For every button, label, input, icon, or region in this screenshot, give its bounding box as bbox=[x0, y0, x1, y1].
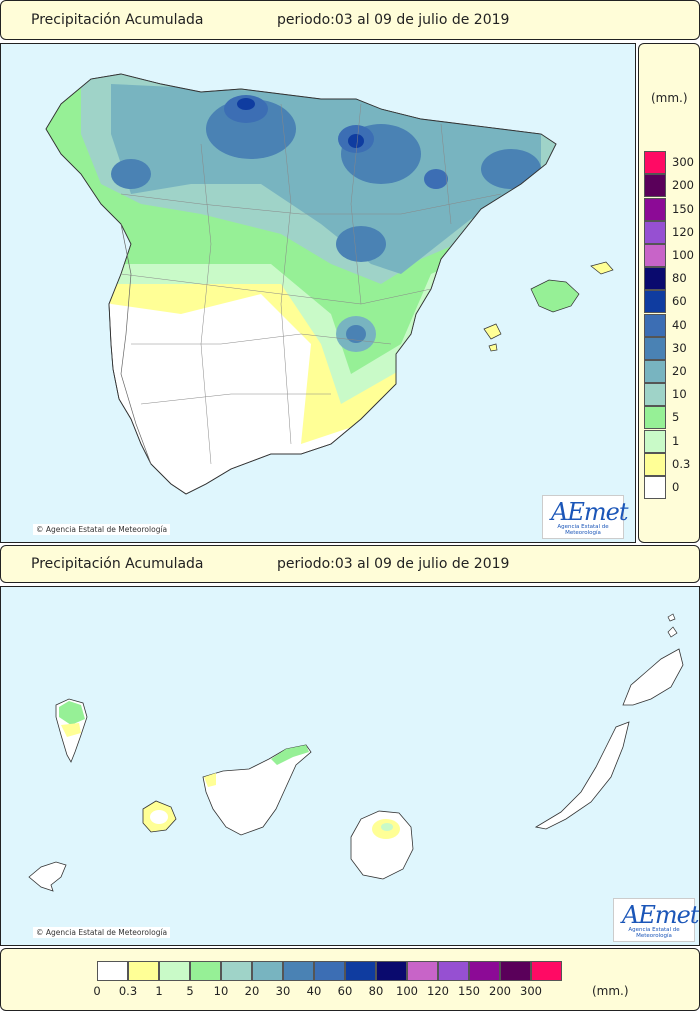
legend-label: 120 bbox=[672, 224, 694, 239]
legend-swatch bbox=[159, 961, 190, 981]
logo-subtitle: Agencia Estatal de Meteorología bbox=[557, 524, 609, 536]
legend-label: 10 bbox=[672, 387, 687, 402]
legend-label: 150 bbox=[672, 201, 694, 216]
copyright-symbol: © bbox=[36, 928, 44, 937]
legend-swatch bbox=[252, 961, 283, 981]
legend-swatch bbox=[644, 220, 666, 244]
la-graciosa-island bbox=[667, 626, 678, 638]
legend-swatch bbox=[644, 290, 666, 314]
map-title: Precipitación Acumulada bbox=[31, 12, 204, 28]
legend-label: 0.3 bbox=[672, 456, 691, 471]
canary-islands-canvas bbox=[1, 587, 699, 945]
portugal-border bbox=[120, 223, 152, 465]
logo-brand: AEmet bbox=[622, 901, 699, 929]
legend-label: 80 bbox=[672, 271, 687, 286]
province-borders bbox=[120, 103, 502, 465]
fuerteventura-island bbox=[534, 721, 630, 830]
ibiza-island bbox=[483, 323, 502, 340]
legend-swatch bbox=[644, 151, 666, 175]
credit-text: Agencia Estatal de Meteorología bbox=[45, 525, 168, 534]
legend-swatch bbox=[644, 360, 666, 383]
legend-label: 5 bbox=[672, 410, 680, 425]
legend-label: 40 bbox=[672, 317, 687, 332]
legend-swatch bbox=[644, 174, 666, 198]
map-period: periodo:03 al 09 de julio de 2019 bbox=[277, 12, 510, 28]
legend-swatch bbox=[644, 267, 666, 291]
lanzarote-island bbox=[622, 648, 684, 706]
legend-label: 100 bbox=[672, 248, 694, 262]
legend-unit: (mm.) bbox=[651, 91, 688, 105]
legend-swatch bbox=[531, 961, 562, 981]
legend-label: 200 bbox=[489, 984, 511, 998]
menorca-island bbox=[590, 261, 614, 275]
legend-label: 5 bbox=[186, 984, 194, 998]
legend-swatch bbox=[644, 197, 666, 221]
legend-label: 30 bbox=[275, 984, 291, 998]
legend-label: 100 bbox=[396, 984, 418, 998]
legend-swatch bbox=[221, 961, 252, 981]
legend-swatch bbox=[644, 313, 666, 337]
credit-text: Agencia Estatal de Meteorología bbox=[45, 928, 168, 937]
top-title-bar: Precipitación Acumulada periodo:03 al 09… bbox=[0, 0, 700, 40]
legend-swatch bbox=[283, 961, 314, 981]
legend-label: 60 bbox=[337, 984, 353, 998]
canarias-map-period: periodo:03 al 09 de julio de 2019 bbox=[277, 556, 510, 572]
legend-label: 300 bbox=[520, 984, 542, 998]
legend-swatch bbox=[644, 429, 666, 453]
legend-swatch bbox=[644, 452, 666, 476]
logo-brand: AEmet bbox=[551, 498, 628, 526]
legend-swatch bbox=[644, 244, 666, 267]
peninsula-map: © Agencia Estatal de Meteorología AEmet … bbox=[0, 43, 636, 543]
alegranza-island bbox=[667, 613, 676, 622]
legend-label: 20 bbox=[672, 364, 687, 378]
legend-label: 150 bbox=[458, 984, 480, 998]
legend-label: 10 bbox=[213, 984, 229, 998]
legend-swatch bbox=[469, 961, 500, 981]
legend-swatch bbox=[128, 961, 159, 981]
horizontal-legend-unit: (mm.) bbox=[592, 984, 629, 998]
legend-label: 1 bbox=[155, 984, 163, 998]
map-credit: © Agencia Estatal de Meteorología bbox=[33, 524, 171, 535]
mallorca-island bbox=[530, 279, 580, 313]
legend-swatch bbox=[500, 961, 531, 981]
legend-label: 1 bbox=[672, 433, 680, 448]
canarias-map-title: Precipitación Acumulada bbox=[31, 556, 204, 572]
legend-label: 0 bbox=[672, 480, 680, 494]
tenerife-island bbox=[202, 744, 312, 836]
legend-swatch bbox=[644, 406, 666, 430]
el-hierro-island bbox=[28, 861, 67, 892]
legend-swatch bbox=[644, 383, 666, 407]
legend-swatch bbox=[438, 961, 469, 981]
legend-label: 120 bbox=[427, 984, 449, 998]
canarias-map-credit: © Agencia Estatal de Meteorología bbox=[33, 927, 171, 938]
legend-swatch bbox=[644, 476, 666, 499]
peninsula-map-canvas bbox=[1, 44, 635, 542]
legend-swatch bbox=[345, 961, 376, 981]
copyright-symbol: © bbox=[36, 525, 44, 534]
logo-subtitle: Agencia Estatal de Meteorología bbox=[628, 927, 680, 939]
legend-swatch bbox=[407, 961, 438, 981]
canarias-title-bar: Precipitación Acumulada periodo:03 al 09… bbox=[0, 545, 700, 583]
canary-islands-map: © Agencia Estatal de Meteorología AEmet … bbox=[0, 586, 700, 946]
legend-label: 40 bbox=[306, 984, 322, 998]
legend-label: 200 bbox=[672, 178, 694, 193]
legend-label: 80 bbox=[368, 984, 384, 998]
legend-label: 60 bbox=[672, 294, 687, 309]
aemet-logo: AEmet Agencia Estatal de Meteorología bbox=[613, 898, 699, 942]
aemet-logo: AEmet Agencia Estatal de Meteorología bbox=[542, 495, 628, 539]
legend-swatch bbox=[376, 961, 407, 981]
legend-swatch bbox=[644, 336, 666, 360]
legend-swatch bbox=[314, 961, 345, 981]
legend-label: 30 bbox=[672, 340, 687, 355]
legend-swatch bbox=[190, 961, 221, 981]
legend-label: 0.3 bbox=[118, 984, 138, 998]
formentera-island bbox=[488, 343, 498, 352]
legend-label: 20 bbox=[244, 984, 260, 998]
legend-label: 0 bbox=[93, 984, 101, 998]
legend-swatch bbox=[97, 961, 128, 981]
legend-label: 300 bbox=[672, 155, 694, 170]
